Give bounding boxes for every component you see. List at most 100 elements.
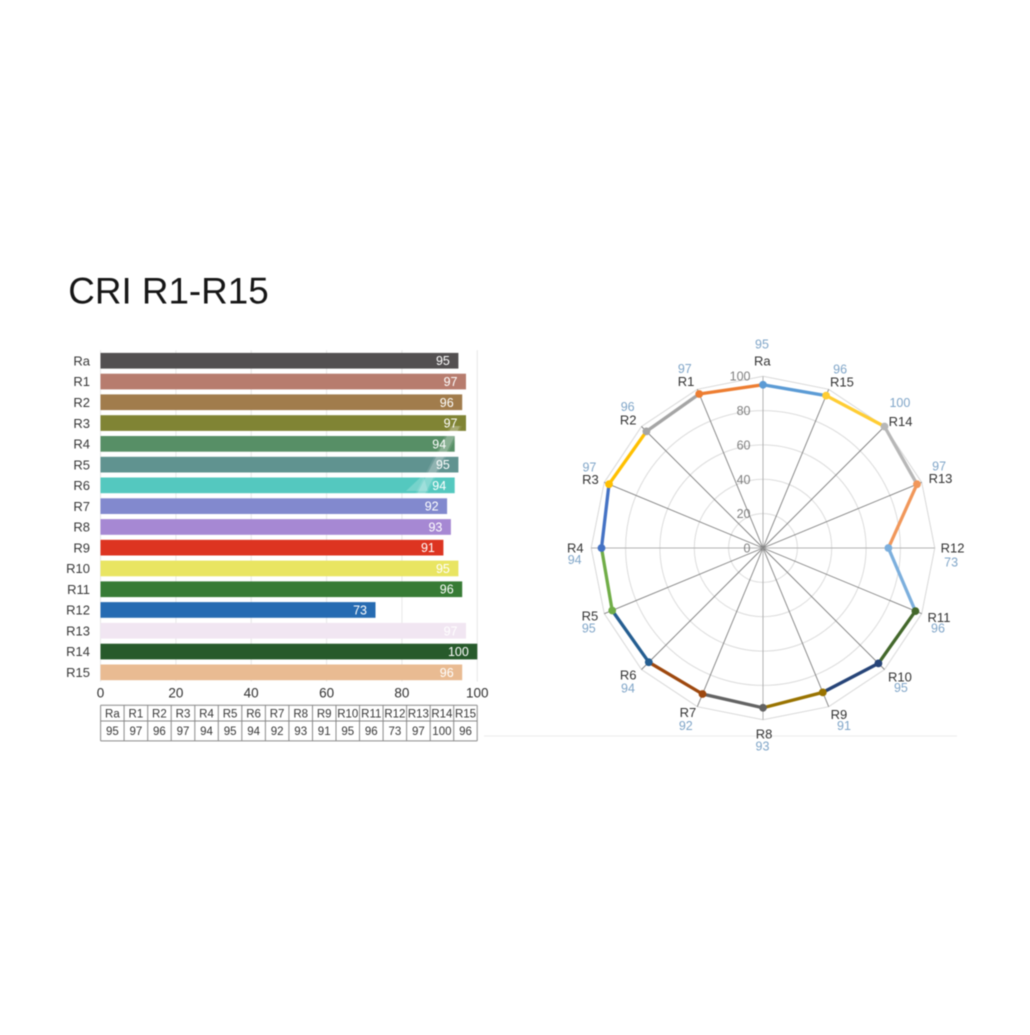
svg-text:R12: R12: [66, 603, 90, 618]
svg-text:100: 100: [889, 396, 910, 410]
svg-text:100: 100: [730, 370, 751, 384]
svg-text:R8: R8: [293, 708, 308, 720]
svg-text:R3: R3: [176, 708, 191, 720]
svg-text:R13: R13: [929, 471, 953, 486]
svg-text:R7: R7: [680, 705, 697, 720]
svg-text:R5: R5: [73, 457, 90, 472]
svg-text:73: 73: [353, 604, 367, 618]
svg-text:20: 20: [737, 507, 751, 521]
svg-text:R11: R11: [361, 708, 381, 720]
svg-text:R15: R15: [830, 374, 854, 389]
svg-text:R7: R7: [73, 499, 90, 514]
svg-text:R12: R12: [384, 708, 405, 720]
svg-text:95: 95: [106, 726, 119, 738]
svg-text:R13: R13: [66, 624, 90, 639]
svg-text:96: 96: [459, 726, 472, 738]
svg-text:93: 93: [294, 726, 307, 738]
svg-text:94: 94: [432, 437, 446, 451]
svg-text:97: 97: [444, 375, 458, 389]
svg-text:96: 96: [833, 363, 847, 377]
svg-text:94: 94: [432, 479, 446, 493]
svg-text:97: 97: [177, 726, 190, 738]
svg-text:R4: R4: [199, 708, 214, 720]
svg-text:R14: R14: [66, 644, 90, 659]
svg-text:94: 94: [568, 553, 582, 567]
svg-text:R6: R6: [246, 708, 261, 720]
svg-text:Ra: Ra: [73, 353, 90, 368]
svg-text:R2: R2: [620, 413, 637, 428]
svg-text:96: 96: [440, 583, 454, 597]
svg-text:R5: R5: [223, 708, 238, 720]
svg-text:R15: R15: [455, 708, 476, 720]
svg-text:95: 95: [894, 681, 908, 695]
svg-text:97: 97: [582, 460, 596, 474]
svg-text:60: 60: [737, 438, 751, 452]
svg-text:80: 80: [394, 685, 409, 700]
svg-text:CRI R1-R15: CRI R1-R15: [68, 271, 268, 312]
svg-text:R9: R9: [317, 708, 332, 720]
svg-text:R14: R14: [889, 414, 913, 429]
svg-text:97: 97: [444, 624, 458, 638]
svg-text:95: 95: [755, 338, 769, 352]
svg-text:R11: R11: [928, 610, 951, 625]
svg-text:0: 0: [97, 685, 105, 700]
svg-text:96: 96: [621, 400, 635, 414]
svg-text:R15: R15: [66, 665, 90, 680]
svg-text:95: 95: [224, 726, 237, 738]
svg-text:R1: R1: [678, 374, 695, 389]
svg-text:0: 0: [744, 542, 751, 556]
svg-text:92: 92: [679, 719, 693, 733]
svg-text:R8: R8: [73, 520, 90, 535]
svg-text:95: 95: [341, 726, 354, 738]
svg-text:R14: R14: [431, 708, 453, 720]
svg-text:R10: R10: [66, 561, 90, 576]
svg-text:40: 40: [737, 473, 751, 487]
svg-text:73: 73: [389, 726, 402, 738]
svg-text:R6: R6: [73, 478, 90, 493]
svg-text:R3: R3: [582, 472, 599, 487]
svg-text:R12: R12: [941, 541, 965, 556]
svg-text:95: 95: [436, 458, 450, 472]
svg-text:96: 96: [440, 396, 454, 410]
svg-text:R7: R7: [270, 708, 285, 720]
svg-text:R1: R1: [129, 708, 144, 720]
svg-text:60: 60: [319, 685, 334, 700]
svg-text:96: 96: [153, 726, 166, 738]
svg-text:100: 100: [466, 685, 489, 700]
svg-text:97: 97: [932, 459, 946, 473]
svg-text:R11: R11: [67, 582, 90, 597]
svg-text:Ra: Ra: [105, 708, 120, 720]
svg-text:R6: R6: [620, 668, 637, 683]
svg-text:R9: R9: [73, 540, 90, 555]
svg-text:96: 96: [931, 622, 945, 636]
svg-text:R13: R13: [408, 708, 429, 720]
svg-text:R3: R3: [73, 416, 90, 431]
svg-text:R4: R4: [567, 541, 584, 556]
svg-text:91: 91: [318, 726, 331, 738]
svg-text:93: 93: [428, 520, 442, 534]
svg-text:R10: R10: [888, 669, 912, 684]
svg-text:93: 93: [756, 740, 770, 754]
svg-text:R5: R5: [582, 609, 599, 624]
svg-text:92: 92: [271, 726, 284, 738]
svg-text:95: 95: [436, 354, 450, 368]
svg-text:100: 100: [448, 645, 469, 659]
svg-text:R8: R8: [756, 727, 773, 742]
svg-text:95: 95: [582, 622, 596, 636]
svg-text:94: 94: [621, 682, 635, 696]
svg-text:97: 97: [130, 726, 143, 738]
svg-text:97: 97: [444, 417, 458, 431]
svg-text:Ra: Ra: [754, 354, 771, 369]
svg-text:91: 91: [421, 541, 435, 555]
svg-text:73: 73: [944, 556, 958, 570]
svg-text:R2: R2: [152, 708, 167, 720]
svg-text:R2: R2: [73, 395, 90, 410]
svg-text:92: 92: [425, 500, 439, 514]
svg-text:97: 97: [678, 362, 692, 376]
svg-text:94: 94: [247, 726, 260, 738]
svg-text:95: 95: [436, 562, 450, 576]
svg-text:40: 40: [244, 685, 259, 700]
svg-text:96: 96: [365, 726, 378, 738]
svg-text:100: 100: [432, 726, 451, 738]
svg-text:20: 20: [168, 685, 183, 700]
